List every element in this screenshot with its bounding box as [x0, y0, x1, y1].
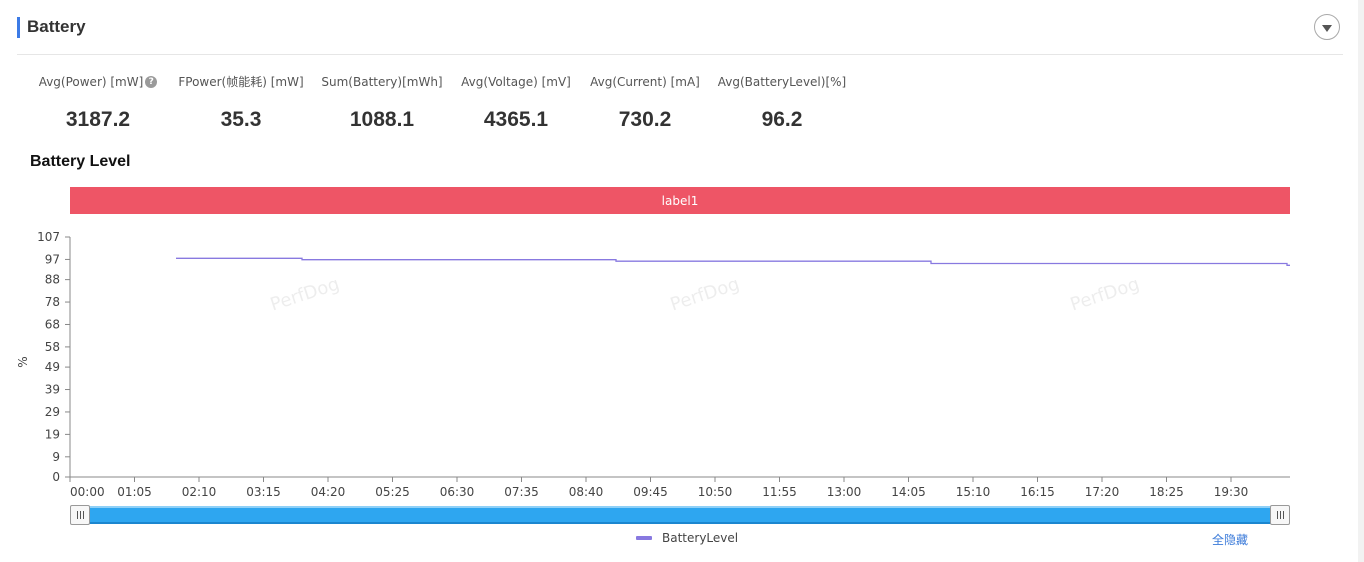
x-tick-label: 11:55	[762, 485, 797, 499]
y-axis: 0 9 19 29 39 49 58 68 78 88 97 107%	[16, 230, 71, 484]
hide-all-link[interactable]: 全隐藏	[1212, 533, 1249, 547]
metric-value: 1088.1	[349, 108, 415, 131]
x-tick-label: 08:40	[569, 485, 604, 499]
metric-value: 35.3	[220, 108, 262, 131]
watermark-text: PerfDog	[1068, 274, 1142, 316]
y-tick-label: 29	[45, 405, 60, 419]
grip-icon	[76, 511, 84, 519]
y-tick-label: 0	[52, 470, 60, 484]
label-bar-text: label1	[661, 193, 699, 208]
page-scrollbar[interactable]	[1358, 0, 1364, 562]
zoom-slider-track[interactable]	[70, 506, 1290, 524]
watermark-text: PerfDog	[668, 274, 742, 316]
metric-label: Avg(Voltage) [mV]	[461, 75, 571, 89]
y-tick-label: 68	[45, 317, 60, 331]
metric-avg-current: Avg(Current) [mA] 730.2	[588, 74, 702, 132]
chart-title: Battery Level	[30, 153, 131, 170]
legend-label: BatteryLevel	[662, 531, 739, 545]
metric-label: Avg(BatteryLevel)[%]	[717, 75, 847, 89]
x-tick-label: 10:50	[698, 485, 733, 499]
x-tick-label: 01:05	[117, 485, 152, 499]
legend-item-battery-level[interactable]: BatteryLevel	[636, 531, 738, 545]
zoom-slider-left-handle[interactable]	[70, 505, 90, 525]
metric-fpower: FPower(帧能耗) [mW] 35.3	[176, 74, 306, 132]
x-tick-label: 14:05	[891, 485, 926, 499]
metric-label: Avg(Current) [mA]	[590, 75, 700, 89]
y-tick-label: 58	[45, 340, 60, 354]
x-tick-label: 09:45	[633, 485, 668, 499]
x-tick-label: 02:10	[182, 485, 217, 499]
x-tick-label: 13:00	[827, 485, 862, 499]
x-tick-label: 07:35	[504, 485, 539, 499]
collapse-button[interactable]	[1314, 14, 1340, 40]
section-accent-bar	[17, 16, 20, 38]
y-tick-label: 9	[52, 450, 60, 464]
y-tick-label: 39	[45, 383, 60, 397]
y-tick-label: 88	[45, 273, 60, 287]
y-tick-label: 19	[45, 427, 60, 441]
section-header: Battery	[17, 16, 86, 38]
x-tick-label: 06:30	[440, 485, 475, 499]
x-tick-label: 18:25	[1149, 485, 1184, 499]
metric-value: 96.2	[761, 108, 803, 131]
metric-value: 3187.2	[65, 108, 131, 131]
metric-label: FPower(帧能耗) [mW]	[178, 75, 304, 89]
metric-label: Avg(Power) [mW]	[38, 75, 144, 89]
y-tick-label: 78	[45, 295, 60, 309]
metric-value: 730.2	[618, 108, 672, 131]
metric-avg-power: Avg(Power) [mW] ? 3187.2	[38, 74, 158, 132]
series-line-battery-level[interactable]	[176, 257, 1290, 266]
metric-sum-battery: Sum(Battery)[mWh] 1088.1	[321, 74, 443, 132]
legend-swatch	[636, 536, 652, 540]
watermark-text: PerfDog	[268, 274, 342, 316]
x-tick-label: 17:20	[1085, 485, 1120, 499]
metric-avg-battery-level: Avg(BatteryLevel)[%] 96.2	[716, 74, 848, 132]
x-tick-label: 03:15	[246, 485, 281, 499]
grip-icon	[1276, 511, 1284, 519]
x-axis: 00:00 01:05 02:10 03:15 04:20 05:25 06:30 07:35…	[69, 476, 1290, 499]
metric-label: Sum(Battery)[mWh]	[321, 75, 443, 89]
help-icon[interactable]: ?	[145, 76, 158, 88]
y-tick-label: 107	[37, 230, 60, 244]
watermark-group: PerfDog PerfDog PerfDog	[268, 274, 1142, 316]
x-tick-label: 05:25	[375, 485, 410, 499]
section-title: Battery	[27, 17, 86, 36]
x-tick-label: 00:00	[70, 485, 105, 499]
x-tick-label: 16:15	[1020, 485, 1055, 499]
y-axis-label: %	[16, 356, 30, 367]
x-tick-label: 15:10	[956, 485, 991, 499]
x-tick-label: 19:30	[1214, 485, 1249, 499]
metric-avg-voltage: Avg(Voltage) [mV] 4365.1	[458, 74, 574, 132]
x-tick-label: 04:20	[311, 485, 346, 499]
metric-value: 4365.1	[483, 108, 549, 131]
label-bar[interactable]: label1	[70, 187, 1290, 214]
series-layer	[176, 257, 1290, 266]
y-tick-label: 49	[45, 360, 60, 374]
zoom-slider-right-handle[interactable]	[1270, 505, 1290, 525]
chevron-down-icon	[1322, 24, 1332, 32]
header-divider	[17, 54, 1343, 55]
y-tick-label: 97	[45, 252, 60, 266]
